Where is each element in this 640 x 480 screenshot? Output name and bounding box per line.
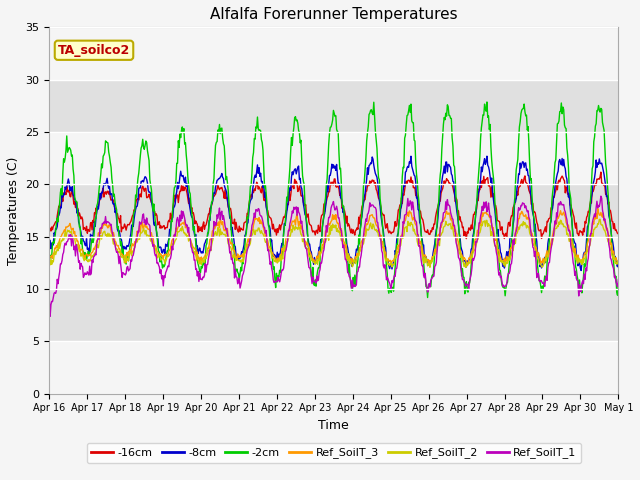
Y-axis label: Temperatures (C): Temperatures (C) (7, 156, 20, 264)
Text: TA_soilco2: TA_soilco2 (58, 44, 130, 57)
Bar (49, 132, 618, 184)
Bar (49, 80, 618, 132)
Bar (49, 184, 618, 237)
Bar (49, 237, 618, 289)
Bar (49, 341, 618, 394)
Legend: -16cm, -8cm, -2cm, Ref_SoilT_3, Ref_SoilT_2, Ref_SoilT_1: -16cm, -8cm, -2cm, Ref_SoilT_3, Ref_Soil… (86, 443, 581, 463)
Bar (49, 27, 618, 80)
X-axis label: Time: Time (319, 419, 349, 432)
Bar (49, 289, 618, 341)
Title: Alfalfa Forerunner Temperatures: Alfalfa Forerunner Temperatures (210, 7, 458, 22)
